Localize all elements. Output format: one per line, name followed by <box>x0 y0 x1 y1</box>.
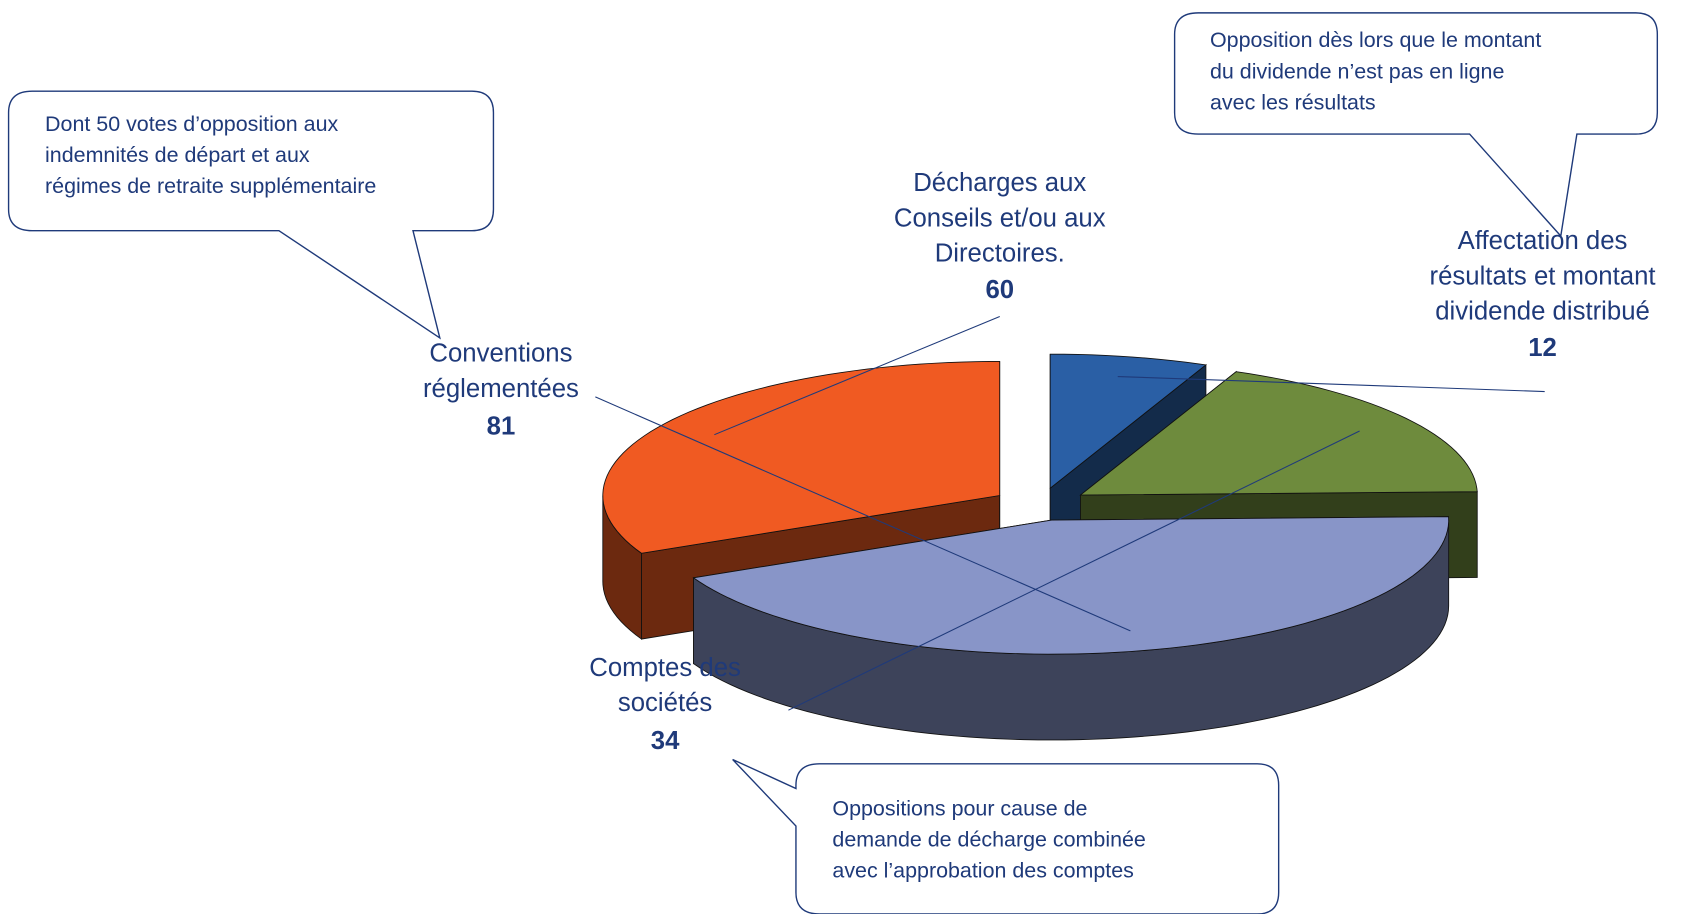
callout-text: Dont 50 votes d’opposition aux indemnités… <box>45 112 376 198</box>
pie <box>602 353 1478 741</box>
value-label: 81 <box>487 412 516 440</box>
value-label: 34 <box>651 727 680 755</box>
callout-text: Opposition dès lors que le montant du div… <box>1210 28 1541 114</box>
callout-text: Oppositions pour cause de demande de déch… <box>832 796 1145 882</box>
category-label: Affectation des résultats et montant divid… <box>1430 227 1656 326</box>
category-label: Décharges aux Conseils et/ou aux Directoir… <box>894 169 1106 268</box>
callout <box>1173 12 1659 238</box>
slice <box>1049 353 1207 490</box>
callout <box>7 90 495 340</box>
value-label: 60 <box>985 276 1014 304</box>
leader-line <box>788 430 1360 711</box>
value-label: 12 <box>1528 334 1557 362</box>
category-label: Conventions réglementées <box>423 340 579 403</box>
slice <box>602 360 1001 554</box>
slice <box>692 516 1450 655</box>
leader-line <box>595 396 1131 632</box>
leader-line <box>714 315 1000 436</box>
leader-line <box>1117 376 1545 393</box>
category-label: Comptes des sociétés <box>589 654 741 717</box>
